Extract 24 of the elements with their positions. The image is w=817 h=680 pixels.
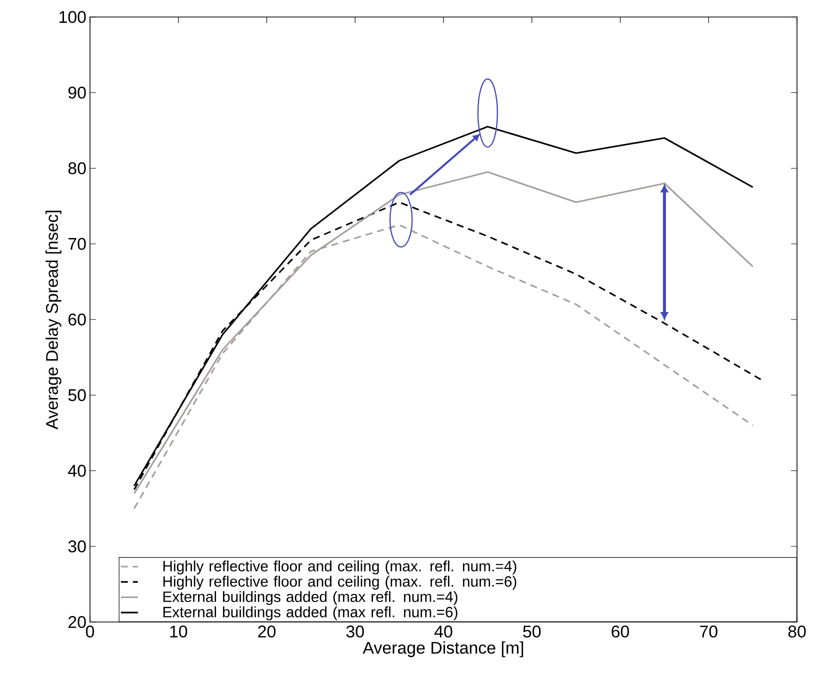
y-tick-label: 90 — [68, 86, 86, 99]
x-tick-label: 50 — [523, 626, 541, 638]
y-tick-label: 70 — [68, 238, 86, 250]
legend-label: Highly reflective floor and ceiling (max. refl. num.=4) — [163, 560, 516, 574]
x-tick-label: 30 — [346, 626, 364, 638]
x-tick-label: 20 — [258, 626, 276, 638]
legend-label: External buildings added (max refl. num.=6) — [163, 606, 458, 620]
y-tick-label: 60 — [68, 314, 86, 326]
x-tick-label: 70 — [700, 626, 718, 638]
y-tick-label: 40 — [68, 464, 86, 477]
x-tick-label: 60 — [612, 626, 630, 638]
y-axis-title: Average Delay Spread [nsec] — [46, 210, 62, 430]
y-tick-label: 30 — [68, 540, 86, 552]
y-tick-label: 100 — [60, 11, 86, 23]
x-tick-label: 10 — [170, 626, 188, 638]
x-tick-label: 40 — [434, 626, 452, 638]
y-tick-label: 80 — [68, 162, 86, 174]
legend-label: Highly reflective floor and ceiling (max. refl. num.=6) — [163, 576, 516, 590]
x-tick-label: 0 — [86, 626, 94, 638]
legend-label: External buildings added (max refl. num.=4) — [163, 591, 458, 605]
x-tick-label: 80 — [788, 626, 806, 638]
y-tick-label: 20 — [68, 616, 86, 628]
y-tick-label: 50 — [68, 389, 86, 402]
x-axis-title: Average Distance [m] — [362, 641, 524, 658]
